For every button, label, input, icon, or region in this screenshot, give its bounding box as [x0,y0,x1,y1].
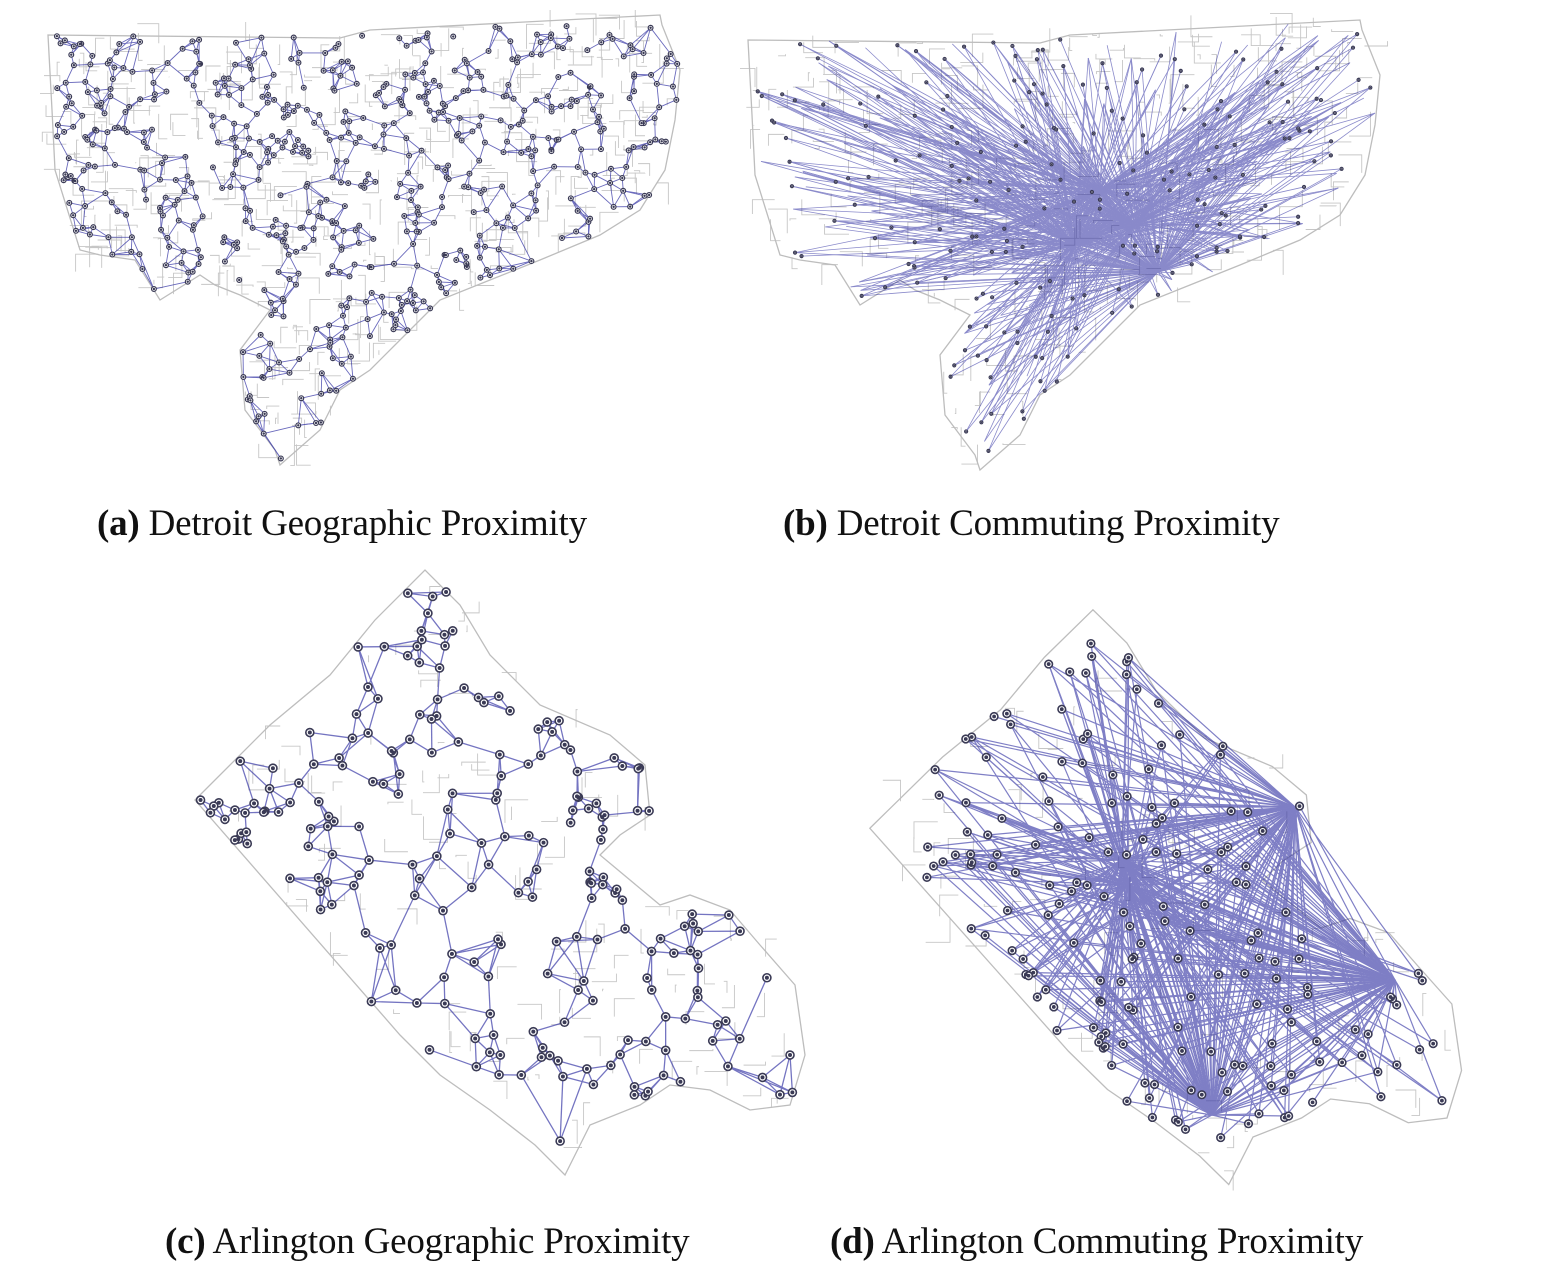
caption-c: (c) Arlington Geographic Proximity [165,1220,690,1263]
caption-d-title: Arlington Commuting Proximity [881,1221,1364,1262]
panel-c-arlington-geographic [190,565,820,1180]
panel-d-arlington-commuting [860,595,1480,1195]
caption-b-title: Detroit Commuting Proximity [836,503,1280,544]
panel-b-detroit-commuting [740,10,1390,480]
caption-a-tag: (a) [97,503,140,544]
caption-a-title: Detroit Geographic Proximity [148,503,588,544]
caption-b-tag: (b) [783,503,828,544]
caption-c-title: Arlington Geographic Proximity [212,1221,690,1262]
detroit-geographic-network [40,10,684,467]
caption-d: (d) Arlington Commuting Proximity [830,1220,1363,1263]
caption-a: (a) Detroit Geographic Proximity [97,502,587,545]
caption-b: (b) Detroit Commuting Proximity [783,502,1280,545]
arlington-geographic-network [194,569,806,1177]
arlington-commuting-network [868,608,1463,1191]
caption-c-tag: (c) [165,1221,206,1262]
detroit-commuting-network [740,13,1389,472]
caption-d-tag: (d) [830,1221,875,1262]
panel-a-detroit-geographic [40,10,700,480]
